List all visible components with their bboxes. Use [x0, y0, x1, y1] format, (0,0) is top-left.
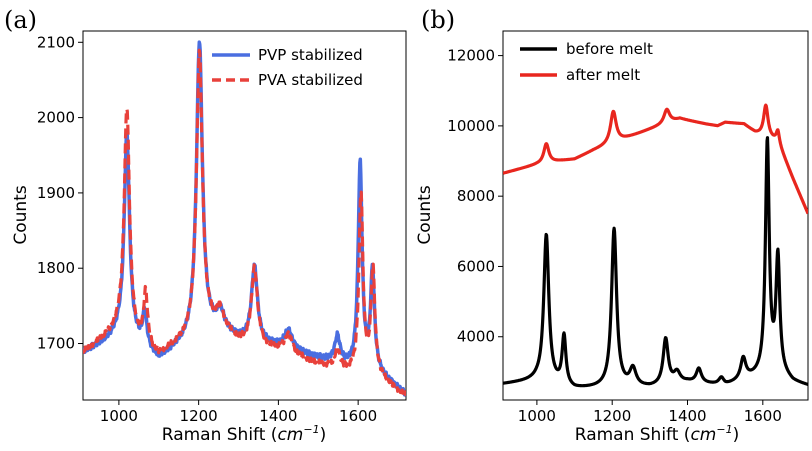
panel-a-xlabel-text: Raman Shift (: [162, 425, 278, 445]
panel-a-x-tick-label: 1600: [339, 407, 377, 425]
panel-b-label: (b): [421, 6, 455, 34]
legend-label-pvp: PVP stabilized: [258, 46, 363, 64]
panel-b-x-axis-label: Raman Shift (cm−1): [575, 423, 739, 445]
legend-label-pva: PVA stabilized: [258, 71, 363, 89]
panel-b-x-tick-label: 1600: [744, 407, 782, 425]
legend-label-before-melt: before melt: [566, 40, 653, 58]
panel-a-x-axis-label: Raman Shift (cm−1): [162, 423, 326, 445]
panel-a-x-tick-label: 1000: [100, 407, 138, 425]
panel-a-label: (a): [4, 6, 37, 34]
panel-b-xlabel-unit: cm: [690, 425, 716, 445]
panel-b-xlabel-exp: −1: [716, 423, 732, 436]
panel-b-x-tick-label: 1200: [593, 407, 631, 425]
panel-b-y-tick-label: 12000: [447, 47, 495, 65]
panel-a-y-tick-label: 2000: [37, 109, 75, 127]
panel-b-xlabel-close: ): [733, 425, 740, 445]
panel-b-y-axis-label: Counts: [415, 185, 435, 244]
panel-b-y-tick-label: 4000: [457, 328, 495, 346]
panel-a-y-tick-label: 2100: [37, 33, 75, 51]
panel-a-xlabel-exp: −1: [303, 423, 319, 436]
panel-b-frame: [502, 30, 809, 401]
panel-b-x-tick-label: 1000: [518, 407, 556, 425]
series-line-pva-stabilized: [83, 48, 406, 398]
panel-b: 1000 1200 1400 1600 4000 6000 8000 10000 12000 (…: [415, 6, 809, 445]
panel-a-x-tick-label: 1200: [180, 407, 218, 425]
panel-a-xlabel-unit: cm: [277, 425, 303, 445]
panel-b-y-tick-label: 6000: [457, 257, 495, 275]
series-line-before-melt: [503, 136, 808, 388]
panel-a-y-tick-label: 1900: [37, 184, 75, 202]
panel-b-legend: before melt after melt: [520, 40, 653, 84]
panel-a-x-tick-label: 1400: [259, 407, 297, 425]
panel-a: 1000 1200 1400 1600 1700 1800 1900 2000 2100 (a)…: [4, 6, 407, 445]
panel-b-y-tick-label: 8000: [457, 187, 495, 205]
legend-label-after-melt: after melt: [566, 66, 640, 84]
panel-b-xlabel-text: Raman Shift (: [575, 425, 691, 445]
panel-b-y-tick-label: 10000: [447, 117, 495, 135]
panel-a-y-tick-label: 1800: [37, 259, 75, 277]
series-line-after-melt: [503, 103, 808, 215]
panel-b-x-tick-label: 1400: [668, 407, 706, 425]
panel-a-legend: PVP stabilized PVA stabilized: [212, 46, 363, 89]
panel-a-y-axis-label: Counts: [11, 185, 31, 244]
panel-a-frame: [82, 30, 407, 401]
panel-a-y-tick-label: 1700: [37, 335, 75, 353]
panel-a-xlabel-close: ): [320, 425, 327, 445]
